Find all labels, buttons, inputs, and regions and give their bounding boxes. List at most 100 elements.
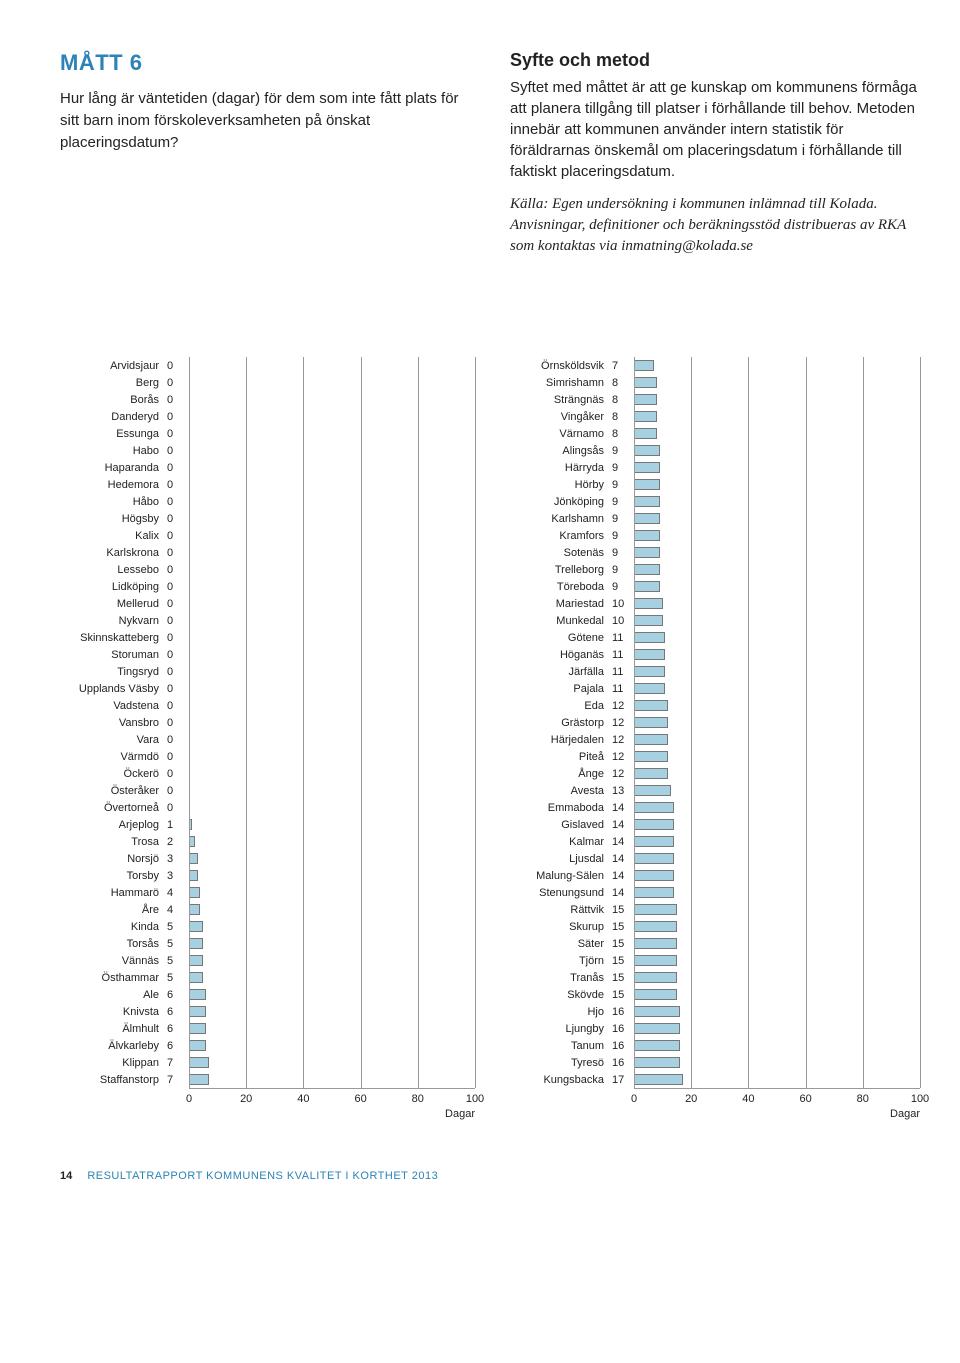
row-label: Vännäs	[60, 955, 165, 967]
row-value: 6	[165, 1006, 189, 1018]
bar-area	[634, 476, 920, 493]
chart-row: Östhammar5	[60, 969, 475, 986]
row-label: Ljusdal	[505, 853, 610, 865]
bar-area	[189, 1037, 475, 1054]
row-value: 0	[165, 394, 189, 406]
chart-right: Örnsköldsvik7Simrishamn8Strängnäs8Vingåk…	[505, 357, 920, 1120]
row-value: 0	[165, 513, 189, 525]
row-value: 8	[610, 394, 634, 406]
axis-tick: 20	[240, 1093, 252, 1105]
bar-area	[189, 493, 475, 510]
chart-row: Stenungsund14	[505, 884, 920, 901]
bar	[189, 921, 203, 932]
bar	[634, 479, 660, 490]
bar	[189, 870, 198, 881]
chart-row: Älmhult6	[60, 1020, 475, 1037]
axis-tick: 80	[857, 1093, 869, 1105]
syfte-body: Syftet med måttet är att ge kunskap om k…	[510, 77, 920, 182]
bar-area	[189, 408, 475, 425]
row-value: 0	[165, 530, 189, 542]
bar-area	[634, 816, 920, 833]
row-value: 9	[610, 547, 634, 559]
bar-area	[189, 850, 475, 867]
bar	[634, 955, 677, 966]
row-label: Kalix	[60, 530, 165, 542]
row-label: Tingsryd	[60, 666, 165, 678]
bar-area	[634, 357, 920, 374]
row-value: 10	[610, 615, 634, 627]
row-value: 9	[610, 479, 634, 491]
bar	[634, 666, 665, 677]
chart-row: Essunga0	[60, 425, 475, 442]
chart-row: Töreboda9	[505, 578, 920, 595]
row-value: 2	[165, 836, 189, 848]
bar-area	[634, 595, 920, 612]
row-value: 9	[610, 564, 634, 576]
bar	[189, 989, 206, 1000]
row-value: 6	[165, 1023, 189, 1035]
chart-row: Ljungby16	[505, 1020, 920, 1037]
row-label: Österåker	[60, 785, 165, 797]
bar	[189, 1023, 206, 1034]
bar-area	[189, 697, 475, 714]
syfte-heading: Syfte och metod	[510, 50, 920, 71]
chart-row: Tranås15	[505, 969, 920, 986]
bar-area	[189, 510, 475, 527]
bar	[634, 598, 663, 609]
bar-area	[634, 799, 920, 816]
axis-tick: 60	[799, 1093, 811, 1105]
row-label: Tyresö	[505, 1057, 610, 1069]
bar	[189, 972, 203, 983]
row-label: Klippan	[60, 1057, 165, 1069]
bar	[634, 564, 660, 575]
row-value: 14	[610, 836, 634, 848]
chart-row: Kalmar14	[505, 833, 920, 850]
bar-area	[189, 561, 475, 578]
bar	[634, 989, 677, 1000]
row-value: 0	[165, 547, 189, 559]
bar-area	[634, 1054, 920, 1071]
row-value: 9	[610, 496, 634, 508]
bar-area	[634, 544, 920, 561]
chart-row: Tanum16	[505, 1037, 920, 1054]
chart-row: Håbo0	[60, 493, 475, 510]
row-value: 0	[165, 649, 189, 661]
row-label: Skövde	[505, 989, 610, 1001]
row-label: Ljungby	[505, 1023, 610, 1035]
row-value: 0	[165, 479, 189, 491]
bar-area	[189, 629, 475, 646]
bar	[189, 938, 203, 949]
row-value: 12	[610, 734, 634, 746]
row-label: Älmhult	[60, 1023, 165, 1035]
chart-left: Arvidsjaur0Berg0Borås0Danderyd0Essunga0H…	[60, 357, 475, 1120]
row-label: Ånge	[505, 768, 610, 780]
row-value: 6	[165, 989, 189, 1001]
row-label: Trosa	[60, 836, 165, 848]
bar-area	[189, 442, 475, 459]
row-label: Simrishamn	[505, 377, 610, 389]
row-label: Storuman	[60, 649, 165, 661]
row-value: 13	[610, 785, 634, 797]
row-label: Höganäs	[505, 649, 610, 661]
bar-area	[189, 527, 475, 544]
chart-row: Skurup15	[505, 918, 920, 935]
bar-area	[189, 833, 475, 850]
chart-row: Hjo16	[505, 1003, 920, 1020]
row-label: Tanum	[505, 1040, 610, 1052]
row-value: 15	[610, 972, 634, 984]
intro-text: Hur lång är väntetiden (dagar) för dem s…	[60, 88, 470, 153]
bar	[634, 802, 674, 813]
bar-area	[634, 374, 920, 391]
chart-row: Kinda5	[60, 918, 475, 935]
bar-area	[634, 459, 920, 476]
row-label: Lidköping	[60, 581, 165, 593]
chart-row: Grästorp12	[505, 714, 920, 731]
bar	[634, 581, 660, 592]
x-axis: 020406080100	[634, 1088, 920, 1108]
bar-area	[634, 391, 920, 408]
row-label: Mariestad	[505, 598, 610, 610]
chart-row: Hammarö4	[60, 884, 475, 901]
bar	[634, 615, 663, 626]
bar-area	[189, 459, 475, 476]
row-label: Hörby	[505, 479, 610, 491]
